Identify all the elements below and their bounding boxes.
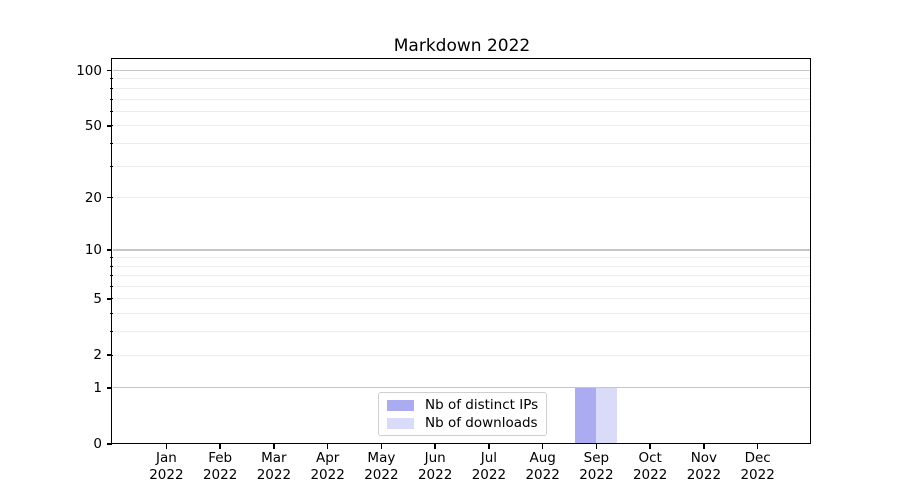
grid-line-minor: [113, 331, 811, 333]
grid-line-minor: [113, 87, 811, 89]
x-axis-tick: [326, 444, 329, 449]
y-axis-tick-label: 1: [93, 379, 102, 396]
y-axis-minor-tick: [109, 298, 113, 300]
grid-line-minor: [113, 275, 811, 277]
grid-line-minor: [113, 257, 811, 259]
y-axis-tick-label: 2: [93, 347, 102, 364]
y-axis-minor-tick: [109, 275, 113, 277]
grid-line-minor: [113, 265, 811, 267]
chart-title: Markdown 2022: [393, 36, 531, 56]
y-axis-minor-tick: [109, 313, 113, 315]
y-axis-minor-tick: [109, 110, 113, 112]
grid-line-minor: [113, 354, 811, 356]
grid-line-minor: [113, 286, 811, 288]
y-axis-minor-tick: [109, 354, 113, 356]
x-axis-tick: [165, 444, 168, 449]
legend-item-nb-of-distinct-ips: Nb of distinct IPs: [387, 397, 539, 413]
grid-line-minor: [113, 313, 811, 315]
y-axis-minor-tick: [109, 98, 113, 100]
y-axis-minor-tick: [109, 265, 113, 267]
x-axis-tick: [649, 444, 651, 449]
y-axis-minor-tick: [109, 257, 113, 259]
x-axis-tick: [488, 444, 490, 449]
grid-line-minor: [113, 298, 811, 300]
y-axis-minor-tick: [109, 165, 113, 167]
y-axis-minor-tick: [109, 331, 113, 333]
x-axis-tick-label: Dec 2022: [740, 450, 775, 483]
y-axis-tick-label: 10: [84, 241, 102, 258]
x-axis-tick: [380, 444, 383, 449]
y-axis-tick: [107, 69, 112, 72]
y-axis-tick: [107, 249, 112, 251]
bar-nb-of-downloads-sep-2022: [596, 387, 618, 444]
x-axis-tick-label: Nov 2022: [686, 450, 722, 483]
x-axis-tick-label: Sep 2022: [579, 450, 614, 483]
x-axis-tick-label: May 2022: [364, 450, 399, 483]
y-axis-tick: [107, 387, 112, 389]
y-axis-tick-label: 20: [84, 189, 102, 206]
grid-line-minor: [113, 110, 811, 112]
y-axis-tick: [107, 443, 112, 445]
x-axis-tick-label: Apr 2022: [310, 450, 345, 483]
y-axis-tick-label: 50: [84, 117, 102, 134]
grid-line-major: [113, 69, 811, 72]
grid-line-minor: [113, 142, 811, 144]
y-axis-minor-tick: [109, 125, 113, 127]
x-axis-tick-label: Jan 2022: [149, 450, 184, 483]
grid-line-minor: [113, 98, 811, 100]
x-axis-tick-label: Mar 2022: [256, 450, 292, 483]
bar-nb-of-distinct-ips-sep-2022: [575, 387, 597, 444]
grid-line-minor: [113, 165, 811, 167]
y-axis-minor-tick: [109, 142, 113, 144]
y-axis-tick-label: 5: [93, 290, 102, 307]
x-axis-tick-label: Jun 2022: [417, 450, 453, 483]
y-axis-minor-tick: [109, 78, 113, 80]
grid-line-minor: [113, 125, 811, 127]
y-axis-minor-tick: [109, 286, 113, 288]
legend-swatch-nb-of-distinct-ips: [387, 399, 414, 411]
legend-label: Nb of distinct IPs: [425, 397, 539, 413]
x-axis-tick-label: Oct 2022: [632, 450, 668, 483]
y-axis-minor-tick: [109, 197, 113, 199]
legend: Nb of distinct IPs Nb of downloads: [378, 392, 547, 436]
y-axis-tick-label: 100: [76, 62, 102, 79]
legend-item-nb-of-downloads: Nb of downloads: [387, 415, 538, 431]
x-axis-tick-label: Aug 2022: [525, 450, 560, 483]
x-axis-tick: [541, 444, 544, 449]
x-axis-tick: [595, 444, 598, 449]
x-axis-tick: [219, 444, 221, 449]
grid-line-major: [113, 249, 811, 251]
x-axis-tick: [273, 444, 275, 449]
x-axis-tick-label: Jul 2022: [471, 450, 507, 483]
grid-line-major: [113, 387, 811, 389]
grid-line-minor: [113, 78, 811, 80]
x-axis-tick-label: Feb 2022: [202, 450, 238, 483]
x-axis-tick: [434, 444, 436, 449]
grid-line-minor: [113, 197, 811, 199]
x-axis-tick: [703, 444, 705, 449]
legend-label: Nb of downloads: [425, 415, 538, 431]
y-axis-minor-tick: [109, 87, 113, 89]
legend-swatch-nb-of-downloads: [387, 417, 414, 429]
y-axis-tick-label: 0: [93, 436, 102, 452]
x-axis-tick: [756, 444, 759, 449]
